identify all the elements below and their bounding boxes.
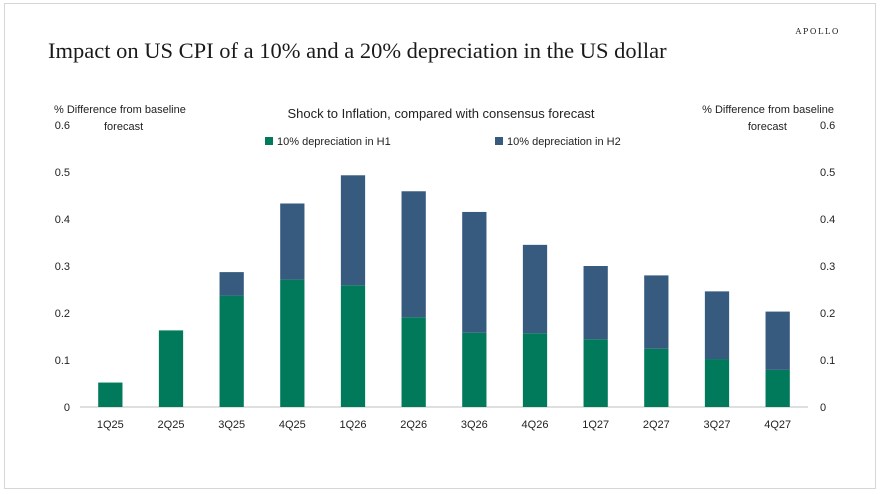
y-tick-left: 0.5 [55, 167, 70, 179]
chart-title: Shock to Inflation, compared with consen… [287, 106, 594, 121]
y-tick-left: 0.4 [55, 214, 70, 226]
bar-h2-1q27 [583, 266, 608, 340]
y-axis-label-left-line1: % Difference from baseline [54, 104, 186, 116]
bar-h1-2q26 [401, 317, 426, 407]
page-title: Impact on US CPI of a 10% and a 20% depr… [48, 38, 667, 63]
bar-h2-3q25 [219, 272, 244, 296]
bar-h1-1q27 [583, 339, 608, 407]
legend-label-h2: 10% depreciation in H2 [507, 136, 621, 148]
y-axis-label-left-line2: forecast [104, 121, 143, 133]
x-tick-label: 3Q27 [704, 419, 731, 431]
bar-h1-1q25 [98, 382, 123, 407]
y-tick-left: 0 [64, 402, 70, 414]
bar-h2-4q25 [280, 203, 305, 280]
y-tick-left: 0.1 [55, 355, 70, 367]
chart-frame [4, 3, 876, 489]
y-tick-left: 0.6 [55, 120, 70, 132]
bar-h2-2q27 [644, 275, 669, 349]
y-tick-right: 0.6 [820, 120, 835, 132]
x-tick-label: 4Q25 [279, 419, 306, 431]
x-tick-label: 1Q25 [97, 419, 124, 431]
bar-h1-3q25 [219, 295, 244, 407]
bar-h1-1q26 [340, 285, 366, 407]
bar-h2-4q27 [765, 311, 790, 370]
y-tick-right: 0.3 [820, 261, 835, 273]
bar-h2-3q26 [462, 211, 487, 333]
y-tick-left: 0.3 [55, 261, 70, 273]
y-axis-label-right-line2: forecast [748, 121, 787, 133]
bar-h1-2q27 [644, 348, 669, 407]
x-tick-label: 2Q27 [643, 419, 670, 431]
legend-swatch-h2 [495, 137, 503, 145]
y-tick-right: 0.2 [820, 308, 835, 320]
bar-h2-3q27 [704, 291, 730, 360]
x-tick-label: 2Q26 [400, 419, 427, 431]
x-tick-label: 3Q26 [461, 419, 488, 431]
y-tick-left: 0.2 [55, 308, 70, 320]
x-tick-label: 2Q25 [158, 419, 185, 431]
y-axis-label-right-line1: % Difference from baseline [702, 104, 834, 116]
y-tick-right: 0 [820, 402, 826, 414]
x-tick-label: 3Q25 [218, 419, 245, 431]
legend-label-h1: 10% depreciation in H1 [277, 136, 391, 148]
bar-h2-1q26 [340, 175, 366, 286]
bar-h2-4q26 [522, 244, 548, 334]
bar-h2-2q26 [401, 191, 426, 318]
x-tick-label: 4Q26 [522, 419, 549, 431]
bar-h1-4q25 [280, 279, 305, 407]
y-tick-right: 0.4 [820, 214, 835, 226]
legend-swatch-h1 [265, 137, 273, 145]
x-tick-label: 4Q27 [764, 419, 791, 431]
y-tick-right: 0.5 [820, 167, 835, 179]
x-tick-label: 1Q26 [340, 419, 367, 431]
bar-h1-3q27 [704, 359, 730, 407]
bar-h1-4q26 [522, 333, 548, 407]
brand-logo: APOLLO [795, 27, 840, 36]
bar-h1-3q26 [462, 332, 487, 407]
bar-h1-4q27 [765, 369, 790, 407]
y-tick-right: 0.1 [820, 355, 835, 367]
bar-h1-2q25 [158, 330, 184, 407]
x-tick-label: 1Q27 [582, 419, 609, 431]
